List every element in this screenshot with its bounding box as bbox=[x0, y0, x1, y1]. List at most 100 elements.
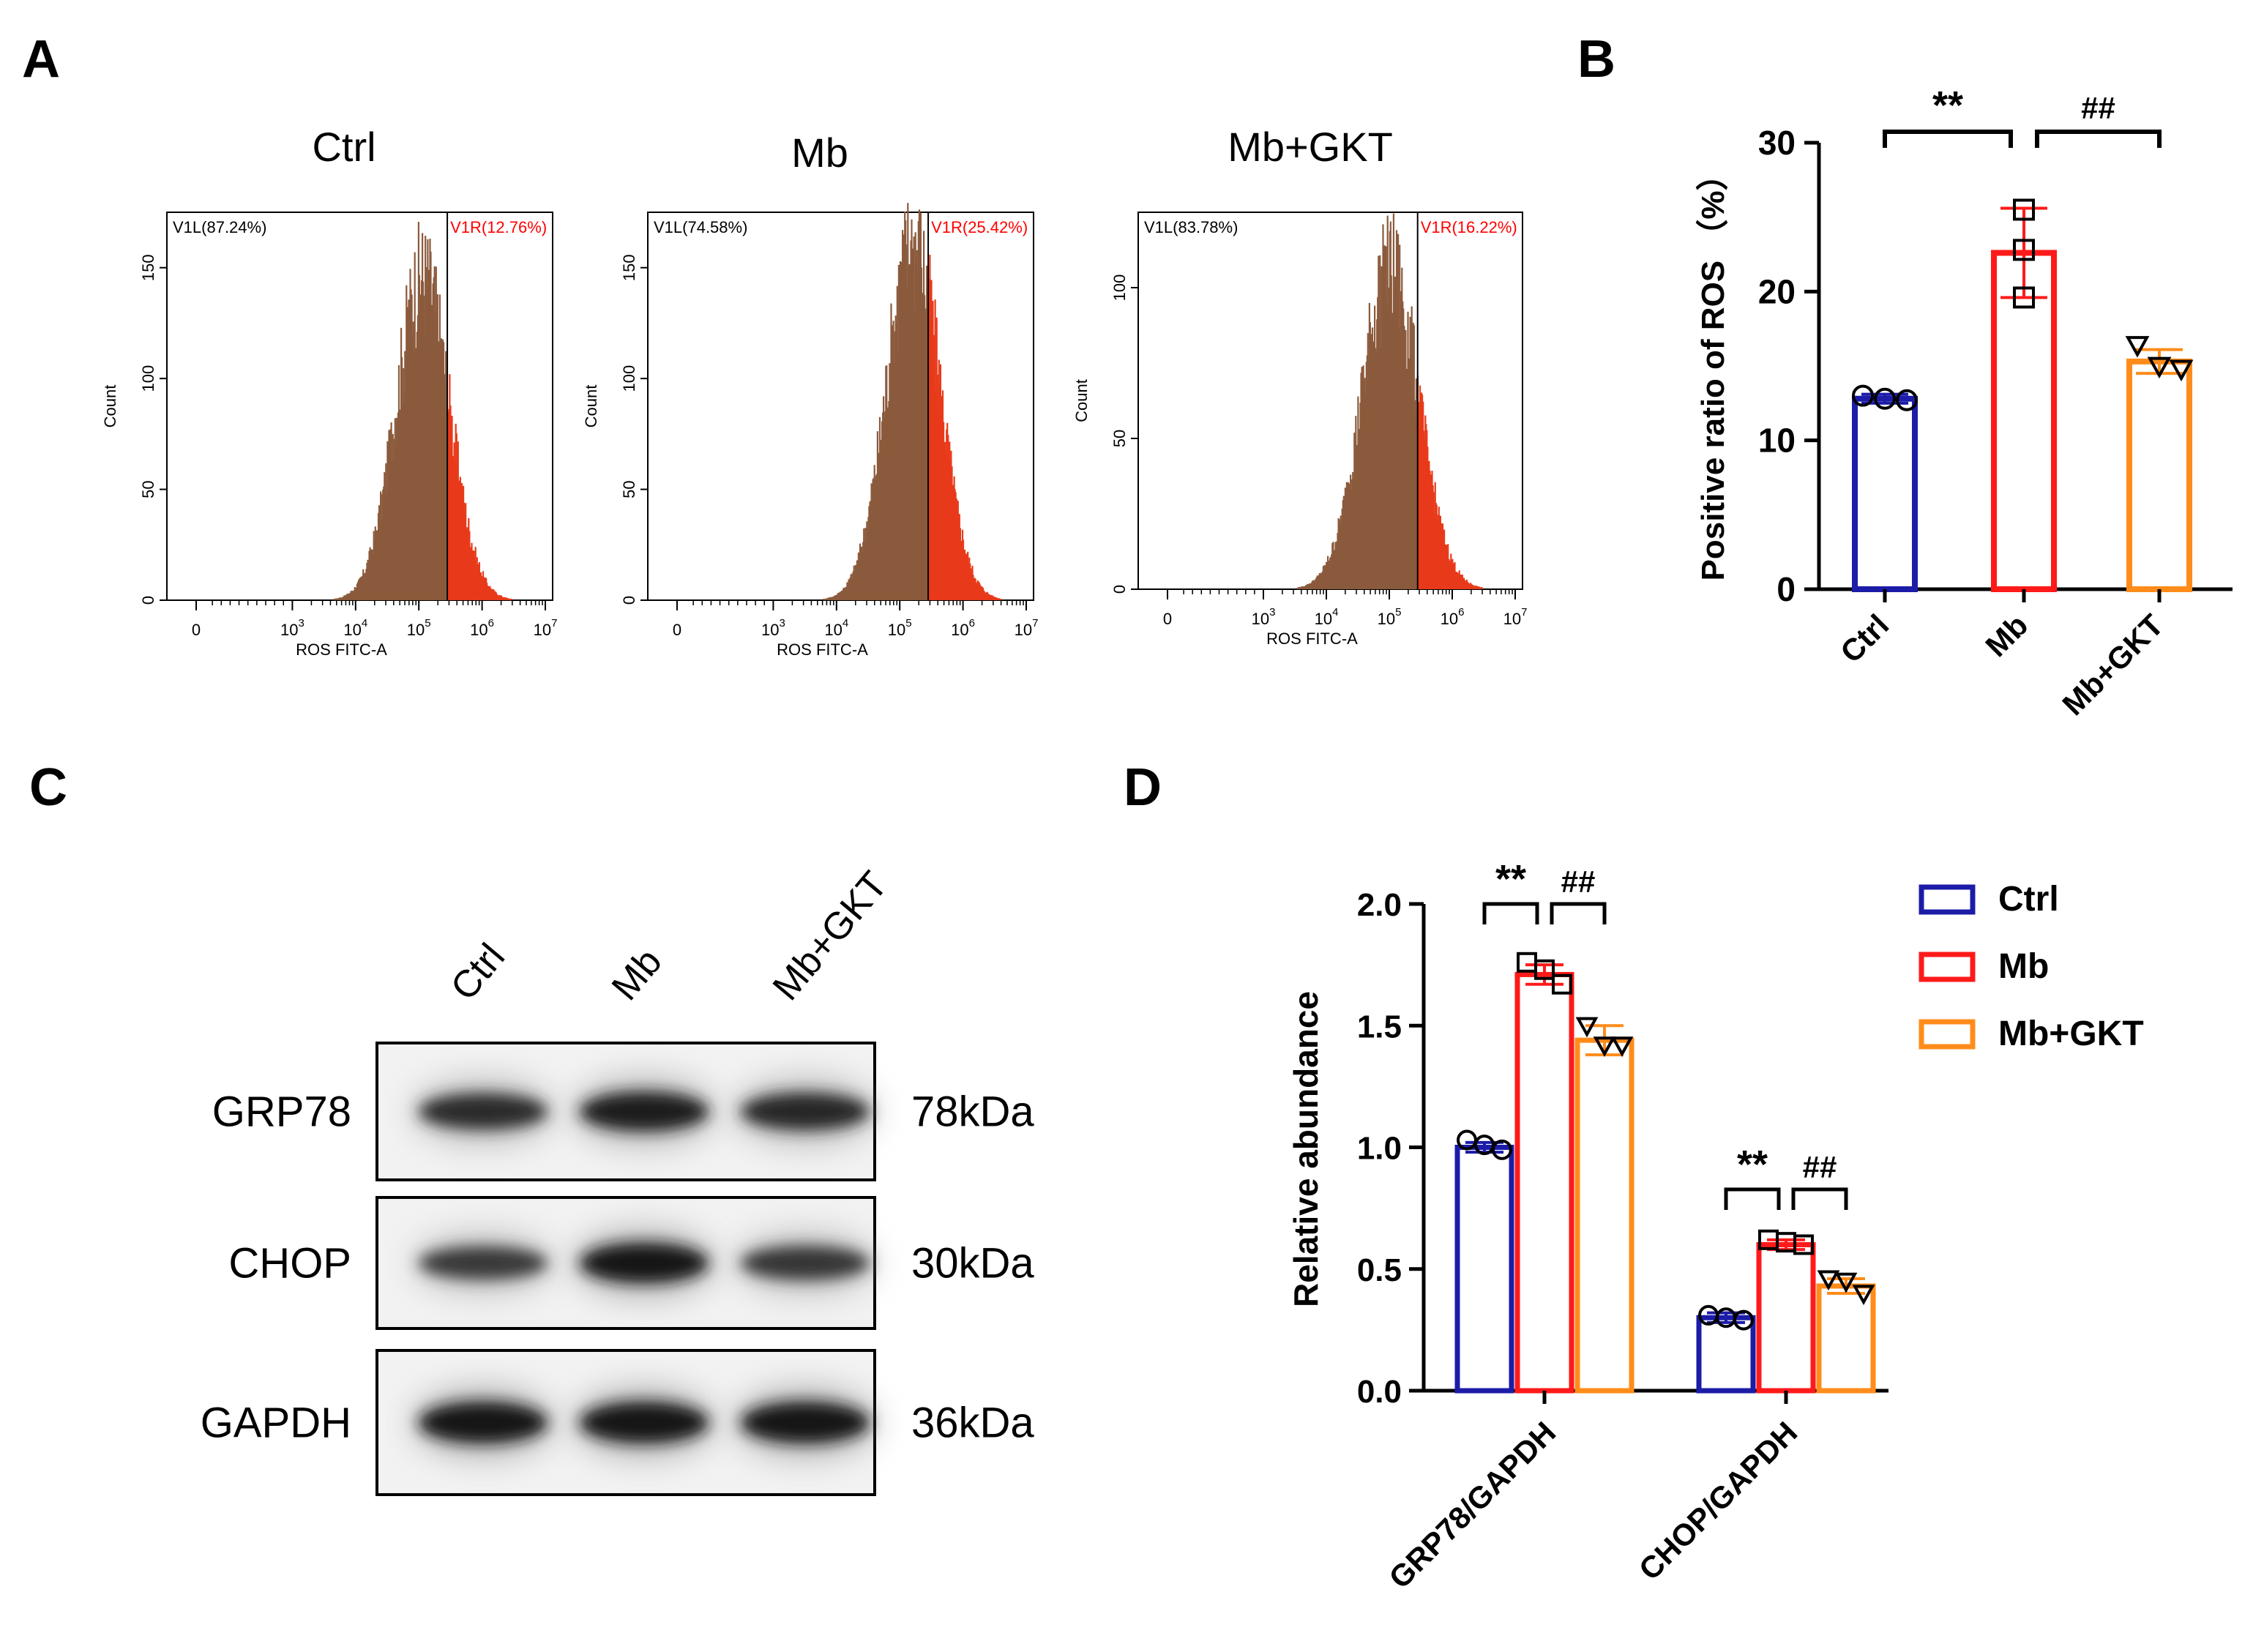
y-tick-label: 1.5 bbox=[1357, 1009, 1402, 1044]
data-point bbox=[2125, 336, 2150, 358]
x-tick-label: 105 bbox=[1378, 606, 1402, 628]
x-tick-exponent: 6 bbox=[1458, 606, 1464, 618]
legend-label: Ctrl bbox=[1998, 880, 2059, 919]
x-tick-label: 0 bbox=[673, 621, 681, 639]
significance-label: ## bbox=[1803, 1150, 1837, 1184]
blot-band bbox=[580, 1243, 709, 1283]
y-axis-label: Relative abundance bbox=[1287, 991, 1325, 1307]
histogram-bin bbox=[1297, 587, 1299, 589]
flow-title: Mb+GKT bbox=[1228, 124, 1393, 170]
x-tick-exponent: 7 bbox=[1032, 617, 1038, 629]
x-tick-label: 103 bbox=[761, 617, 785, 639]
panel-label-b: B bbox=[1577, 30, 1615, 89]
histogram-bin bbox=[1320, 572, 1322, 589]
lane-label: Ctrl bbox=[443, 935, 513, 1008]
data-point bbox=[1534, 959, 1555, 980]
histogram-bin bbox=[507, 598, 509, 600]
histogram-bin bbox=[455, 423, 457, 600]
x-tick-exponent: 4 bbox=[843, 617, 848, 629]
size-label: 36kDa bbox=[911, 1399, 1034, 1447]
abundance-bar-chart: Relative abundance 0.0 0.5 1.0 1.5 2.0 GRP78/… bbox=[1287, 857, 2144, 1595]
histogram-bin bbox=[875, 474, 878, 600]
lane-label: Mb bbox=[604, 941, 670, 1009]
y-tick-label: 0 bbox=[1777, 570, 1796, 608]
significance-label: ** bbox=[1495, 857, 1526, 901]
flow-histograms: Ctrl V1L(87.24%) V1R(12.76%)050100150Coun… bbox=[101, 124, 1527, 659]
histogram-bin bbox=[979, 584, 981, 600]
protein-label: CHOP bbox=[228, 1240, 351, 1287]
histogram-bin bbox=[1000, 599, 1002, 600]
histogram-bin bbox=[475, 566, 477, 600]
data-point bbox=[1852, 384, 1874, 407]
x-tick-label: Ctrl bbox=[1834, 608, 1895, 669]
size-label: 30kDa bbox=[911, 1240, 1034, 1287]
data-point bbox=[1593, 1036, 1616, 1057]
x-tick-label: 107 bbox=[1015, 617, 1039, 639]
x-axis-label: ROS FITC-A bbox=[1266, 629, 1358, 648]
x-tick-label: 103 bbox=[1252, 606, 1276, 628]
significance-label: ## bbox=[2081, 91, 2115, 125]
left-gate-label: V1L(87.24%) bbox=[173, 218, 266, 236]
flow-title: Mb bbox=[791, 130, 848, 176]
size-label: 78kDa bbox=[911, 1088, 1034, 1136]
y-tick-label: 0 bbox=[139, 596, 157, 605]
x-tick-label: 106 bbox=[951, 617, 975, 639]
data-point bbox=[2013, 239, 2035, 261]
x-tick-exponent: 5 bbox=[1395, 606, 1401, 618]
x-tick-exponent: 5 bbox=[905, 617, 911, 629]
x-axis-label: ROS FITC-A bbox=[777, 640, 868, 659]
x-tick-exponent: 3 bbox=[298, 617, 304, 629]
x-tick-label: 106 bbox=[1441, 606, 1465, 628]
blot-band bbox=[580, 1091, 709, 1132]
legend-swatch bbox=[1919, 952, 1976, 982]
y-axis-label: Positive ratio of ROS （%） bbox=[1695, 159, 1731, 581]
y-axis-label: Count bbox=[1072, 379, 1091, 422]
y-tick-label: 50 bbox=[1110, 430, 1129, 447]
data-point bbox=[1793, 1234, 1814, 1255]
panel-label-a: A bbox=[22, 30, 60, 89]
significance-bracket bbox=[1724, 1187, 1781, 1210]
histogram-bin bbox=[1379, 255, 1381, 589]
data-point bbox=[1852, 1285, 1875, 1306]
histogram-bin bbox=[969, 563, 971, 600]
data-point bbox=[2013, 198, 2035, 221]
data-point bbox=[1733, 1309, 1754, 1331]
y-tick-label: 0.5 bbox=[1357, 1252, 1402, 1288]
y-tick-label: 100 bbox=[139, 365, 157, 392]
histogram-bin bbox=[1308, 583, 1310, 589]
histogram-bin bbox=[1331, 542, 1334, 589]
data-point bbox=[2169, 359, 2194, 382]
x-tick-exponent: 3 bbox=[1269, 606, 1275, 618]
bar bbox=[1454, 1145, 1514, 1394]
bar bbox=[1574, 1037, 1635, 1394]
protein-label: GRP78 bbox=[212, 1088, 351, 1136]
data-point bbox=[2147, 356, 2172, 379]
blot-band bbox=[741, 1402, 870, 1443]
histogram-bin bbox=[466, 529, 468, 600]
x-tick-label: Mb+GKT bbox=[2055, 608, 2170, 722]
y-tick-label: 150 bbox=[139, 254, 157, 281]
left-gate-label: V1L(83.78%) bbox=[1144, 218, 1238, 236]
histogram-bin bbox=[897, 353, 899, 600]
x-tick-label: 105 bbox=[407, 617, 431, 639]
histogram-bin bbox=[1473, 586, 1476, 589]
flow-title: Ctrl bbox=[312, 124, 376, 170]
x-tick-label: 104 bbox=[1315, 606, 1339, 628]
x-axis-label: ROS FITC-A bbox=[296, 640, 387, 659]
histogram-bin bbox=[1450, 553, 1452, 589]
y-tick-label: 0.0 bbox=[1357, 1374, 1402, 1410]
bar bbox=[1514, 971, 1574, 1394]
panel-label-c: C bbox=[29, 758, 67, 817]
data-point bbox=[2013, 286, 2035, 309]
legend-swatch bbox=[1919, 884, 1976, 915]
data-point bbox=[1817, 1270, 1840, 1291]
y-tick-label: 0 bbox=[1110, 585, 1129, 594]
blot-band bbox=[419, 1094, 548, 1129]
significance-bracket bbox=[2035, 130, 2162, 148]
histogram-bin bbox=[425, 236, 427, 600]
y-axis-label: Count bbox=[101, 385, 119, 428]
y-axis-label: Count bbox=[582, 385, 600, 428]
histogram-bin bbox=[383, 486, 385, 600]
x-tick-exponent: 6 bbox=[969, 617, 975, 629]
histogram-bin bbox=[1414, 400, 1416, 589]
